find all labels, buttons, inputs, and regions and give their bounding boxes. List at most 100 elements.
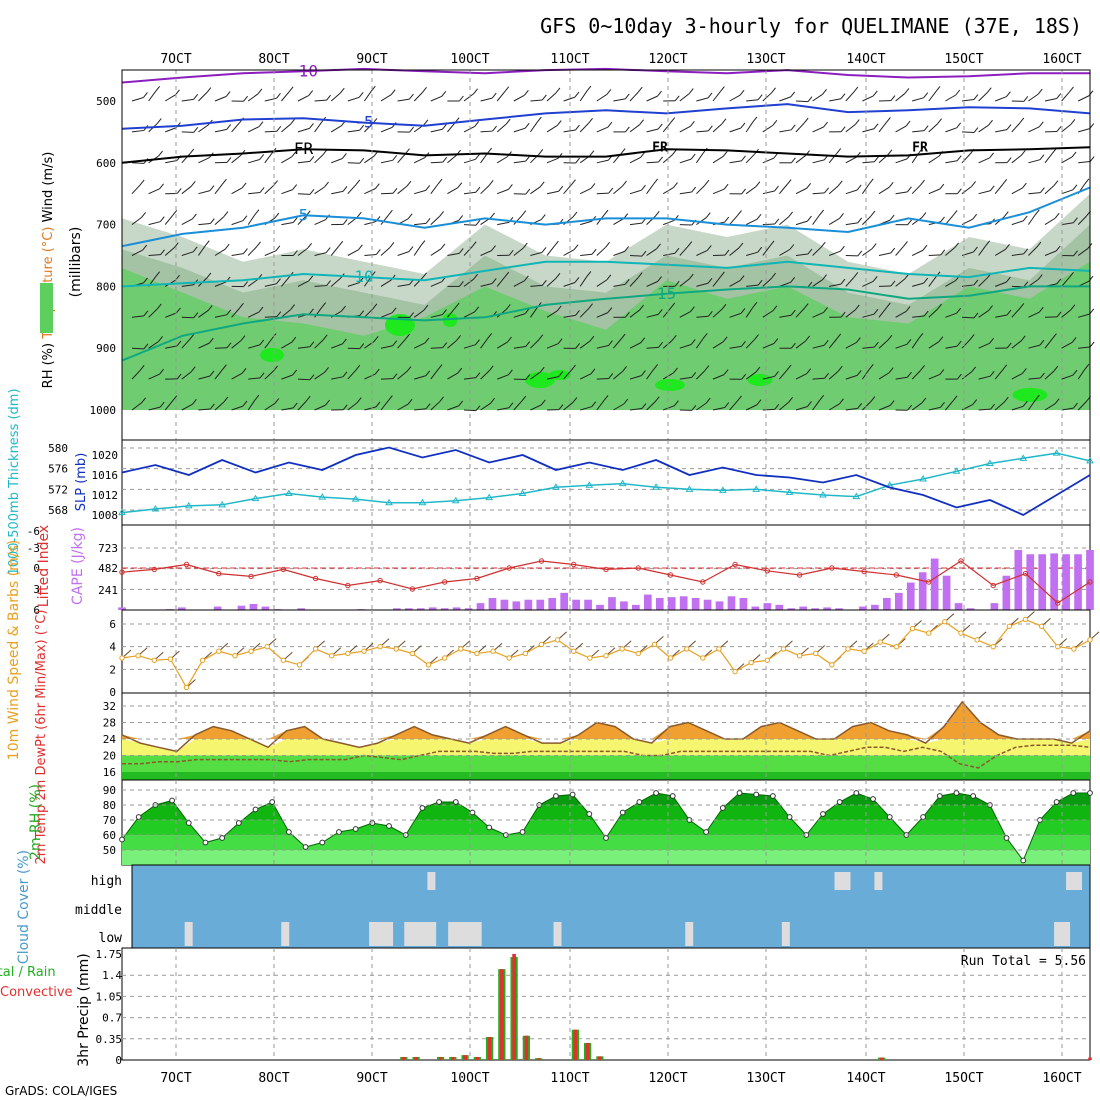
- wind-barb: [331, 376, 344, 380]
- rh-marker: [486, 824, 493, 831]
- wind-barb-flag: [973, 246, 978, 253]
- wind-barb-flag: [771, 87, 776, 94]
- wind-barb-flag: [872, 90, 878, 97]
- y-tick-label: -3: [27, 542, 40, 555]
- precip-convective-bar: [475, 1056, 480, 1060]
- lifted-index-marker: [1055, 600, 1061, 606]
- wind-barb-flag: [823, 121, 828, 128]
- wind-barb: [862, 95, 874, 102]
- wind-barb: [862, 161, 875, 164]
- wind-barb: [878, 307, 887, 318]
- wind-barb: [580, 253, 593, 256]
- wind-barb-flag: [603, 209, 609, 216]
- wind-barb-flag: [290, 304, 295, 310]
- wind-speed-marker: [845, 646, 851, 652]
- wind-barb: [131, 347, 145, 350]
- wind-barb: [762, 245, 771, 256]
- wind-barb-flag: [985, 240, 991, 247]
- wind-barb: [496, 341, 508, 349]
- wind-barb-flag: [459, 281, 464, 287]
- wind-barb: [845, 309, 856, 318]
- wind-barb-flag: [505, 304, 511, 310]
- precip-convective-bar: [598, 1056, 602, 1060]
- wind-barb-flag: [555, 273, 561, 279]
- wind-barb: [480, 283, 493, 287]
- wind-barb-flag: [541, 247, 547, 253]
- wind-barb-flag: [342, 219, 348, 225]
- wind-speed-marker: [748, 659, 754, 666]
- cape-bar: [727, 596, 736, 610]
- wind-barb: [662, 122, 672, 133]
- wind-barb: [712, 407, 725, 411]
- wind-speed-marker: [909, 625, 916, 632]
- thickness-marker: [852, 492, 861, 500]
- wind-barb-flag: [458, 400, 464, 407]
- wind-barb-flag: [836, 333, 842, 340]
- wind-barb-flag: [823, 339, 829, 346]
- wind-barb-flag: [756, 214, 762, 220]
- wind-barb-flag: [1089, 341, 1095, 348]
- y-tick-label: 1000: [90, 404, 117, 417]
- precip-total-legend: Total / Rain: [0, 965, 56, 980]
- lifted-index-marker: [183, 561, 190, 568]
- wind-barb: [447, 122, 456, 133]
- cape-bar: [703, 599, 712, 610]
- wind-barb: [430, 183, 439, 195]
- wind-barb-flag: [274, 398, 280, 404]
- wind-barb: [364, 155, 375, 164]
- thickness-marker: [919, 475, 927, 482]
- wind-barb: [1028, 246, 1038, 256]
- wind-barb-flag: [741, 341, 746, 347]
- cloud-low-cell: [685, 922, 694, 946]
- side-axis-label: (millibars): [68, 227, 84, 298]
- wind-barb: [779, 96, 791, 102]
- wind-barb-flag: [972, 213, 978, 220]
- wind-barb-flag: [156, 303, 162, 310]
- wind-barb: [696, 249, 708, 256]
- precip-convective-bar: [573, 1029, 578, 1060]
- cape-bar: [524, 599, 533, 610]
- wind-speed-marker: [829, 662, 835, 668]
- y-tick-label: 0: [109, 686, 116, 699]
- cape-bar: [751, 606, 760, 610]
- wind-barb: [978, 245, 987, 256]
- wind-barb-flag: [673, 367, 678, 374]
- wind-barb-flag: [1019, 303, 1025, 309]
- wind-barb: [414, 408, 427, 411]
- wind-barb-flag: [176, 340, 182, 347]
- wind-barb: [994, 184, 1004, 195]
- wind-speed-marker: [458, 646, 464, 652]
- wind-barb: [928, 373, 941, 380]
- cloud-low-cell: [281, 922, 290, 946]
- top-date-label: 13OCT: [746, 52, 785, 67]
- cape-bar: [584, 599, 592, 610]
- wind-barb-flag: [392, 154, 398, 161]
- wind-barb: [231, 307, 240, 318]
- wind-barb: [945, 127, 957, 133]
- wind-barb: [861, 183, 870, 194]
- wind-barb-flag: [674, 247, 680, 254]
- rh-marker: [753, 791, 760, 798]
- wind-barb: [695, 338, 704, 349]
- wind-barb-flag: [409, 93, 414, 100]
- wind-barb-flag: [1005, 244, 1010, 250]
- wind-barb-flag: [556, 120, 562, 126]
- temperature-contour: [121, 103, 1091, 130]
- y-tick-label: 800: [96, 280, 116, 293]
- wind-barb: [945, 279, 957, 287]
- lifted-index-marker: [345, 582, 351, 589]
- wind-barb: [1061, 374, 1074, 380]
- wind-speed-marker: [1071, 646, 1077, 652]
- lifted-index-marker: [958, 558, 964, 564]
- wind-barb: [912, 130, 925, 133]
- wind-barb: [164, 247, 175, 256]
- wind-barb: [978, 190, 991, 195]
- wind-barb: [131, 315, 144, 318]
- wind-barb-flag: [373, 336, 379, 342]
- lifted-index-marker: [571, 561, 577, 568]
- wind-barb: [447, 187, 459, 195]
- freezing-level-label: FR: [912, 141, 928, 156]
- wind-barb-flag: [309, 374, 315, 381]
- wind-barb-flag: [475, 339, 480, 346]
- bottom-date-label: 16OCT: [1042, 1071, 1081, 1086]
